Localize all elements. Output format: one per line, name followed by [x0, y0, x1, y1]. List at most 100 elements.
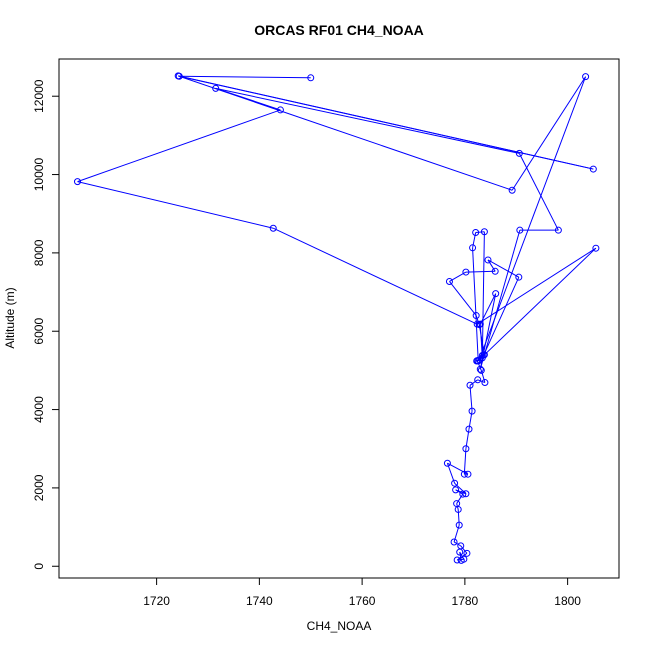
series-segment	[454, 482, 467, 495]
data-point	[452, 486, 460, 494]
series-segment	[518, 153, 559, 231]
series-segment	[479, 230, 521, 370]
series-segment	[475, 231, 485, 234]
plot-area	[58, 58, 620, 579]
series-segment	[273, 227, 478, 325]
data-point	[463, 549, 471, 557]
series-segment	[179, 75, 311, 79]
data-point	[589, 165, 597, 173]
series-segment	[215, 87, 520, 154]
data-point	[477, 366, 485, 374]
x-tick-label: 1720	[143, 594, 170, 608]
data-point	[508, 186, 516, 194]
series-segment	[456, 493, 464, 504]
x-tick-label: 1780	[452, 594, 479, 608]
data-point	[459, 490, 467, 498]
data-point	[491, 267, 499, 275]
series-segment	[483, 276, 520, 355]
data-point	[457, 542, 465, 550]
series-segment	[453, 541, 462, 547]
series-segment	[469, 379, 479, 386]
data-point	[515, 273, 523, 281]
data-point	[460, 555, 468, 563]
data-point	[473, 320, 481, 328]
series-points	[73, 72, 600, 564]
data-point	[592, 244, 600, 252]
data-point	[554, 226, 562, 234]
y-tick-label: 0	[32, 563, 46, 570]
data-point	[476, 320, 484, 328]
series-segment	[481, 231, 485, 358]
data-point	[451, 479, 459, 487]
data-point	[212, 84, 220, 92]
data-point	[474, 376, 482, 384]
y-axis: 0 2000 4000 6000 8000 10000 12000	[32, 79, 59, 570]
data-point	[462, 445, 470, 453]
y-tick-label: 10000	[32, 158, 46, 192]
series-segment	[477, 379, 486, 384]
y-tick-label: 4000	[32, 396, 46, 423]
data-point	[516, 226, 524, 234]
series-segment	[469, 385, 473, 412]
y-axis-label: Altitude (m)	[3, 287, 17, 348]
x-axis-label: CH4_NOAA	[307, 619, 372, 633]
series-segment	[463, 448, 467, 475]
data-point	[450, 538, 458, 546]
data-point	[269, 224, 277, 232]
series-segment	[487, 259, 520, 278]
data-point	[464, 470, 472, 478]
y-tick-label: 8000	[32, 239, 46, 266]
series-segment	[178, 75, 513, 191]
x-axis: 1720 1740 1760 1780 1800	[143, 578, 581, 608]
series-segment	[77, 181, 274, 229]
data-point	[466, 381, 474, 389]
data-point	[455, 521, 463, 529]
y-tick-label: 2000	[32, 474, 46, 501]
data-point	[276, 106, 284, 114]
series-segment	[446, 463, 456, 484]
data-point	[476, 365, 484, 373]
series-segment	[77, 109, 281, 183]
series-segment	[449, 281, 477, 316]
data-point	[307, 74, 315, 82]
x-tick-label: 1740	[246, 594, 273, 608]
data-point	[484, 256, 492, 264]
data-point	[445, 277, 453, 285]
series-segment	[511, 76, 587, 191]
data-point	[480, 228, 488, 236]
data-point	[462, 490, 470, 498]
data-point	[475, 356, 483, 364]
series-segment	[179, 75, 594, 170]
data-point	[460, 470, 468, 478]
data-point	[465, 425, 473, 433]
data-point	[481, 379, 489, 387]
series-segment	[479, 293, 497, 325]
data-point	[468, 407, 476, 415]
series-segment	[478, 247, 597, 361]
data-point	[462, 268, 470, 276]
series-segment	[487, 259, 496, 272]
y-tick-label: 12000	[32, 79, 46, 113]
x-tick-label: 1760	[349, 594, 376, 608]
series-segment	[478, 76, 587, 360]
data-point	[443, 459, 451, 467]
data-point	[453, 500, 461, 508]
x-tick-label: 1800	[554, 594, 581, 608]
data-point	[175, 72, 183, 80]
series-segment	[460, 545, 468, 554]
y-tick-label: 6000	[32, 318, 46, 345]
series-segment	[472, 247, 479, 362]
data-point	[73, 178, 81, 186]
series-segment	[465, 270, 496, 273]
data-point	[515, 149, 523, 157]
chart-title: ORCAS RF01 CH4_NOAA	[254, 22, 424, 38]
data-point	[472, 312, 480, 320]
data-point	[472, 229, 480, 237]
data-point	[453, 556, 461, 564]
data-point	[469, 244, 477, 252]
series-segment	[480, 370, 486, 383]
data-point	[582, 73, 590, 81]
data-point	[492, 290, 500, 298]
